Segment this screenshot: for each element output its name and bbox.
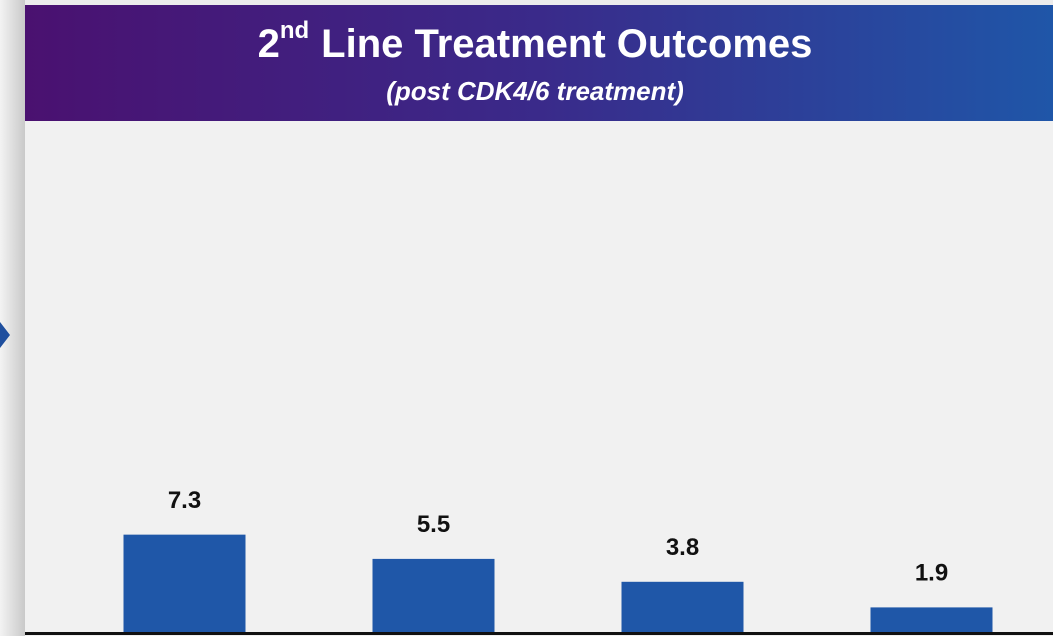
data-label: 3.8: [666, 534, 699, 561]
data-label: 1.9: [915, 560, 948, 587]
title-superscript: nd: [280, 17, 309, 44]
bar: [372, 558, 495, 633]
bars: 7.3 5.5 3.8 1.9: [123, 487, 993, 633]
bar: [870, 607, 993, 633]
title-number: 2: [258, 22, 280, 66]
chart-subtitle: (post CDK4/6 treatment): [386, 76, 684, 106]
header: [25, 5, 1053, 121]
bar: [123, 534, 246, 633]
chart-title: 2nd Line Treatment Outcomes: [258, 17, 813, 65]
title-text: Line Treatment Outcomes: [321, 22, 812, 66]
bar: [621, 581, 744, 633]
data-label: 7.3: [168, 487, 201, 514]
data-label: 5.5: [417, 511, 450, 538]
side-strip: [0, 0, 25, 636]
arrow: [0, 322, 10, 348]
